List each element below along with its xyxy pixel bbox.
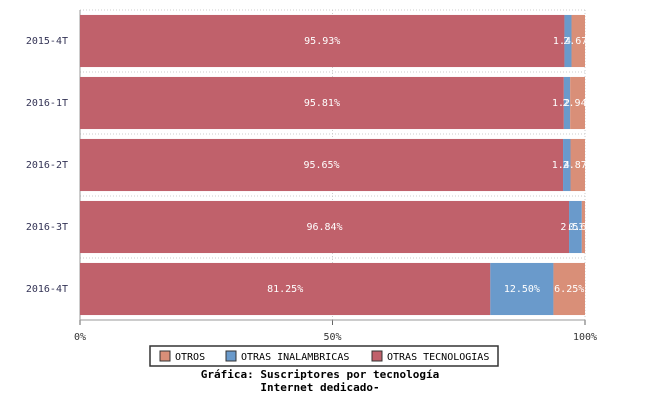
- value-label: 1.25%: [552, 98, 582, 109]
- bar-segment: [80, 138, 564, 192]
- value-label: 96.84%: [306, 222, 342, 233]
- bar-segment: [563, 76, 571, 130]
- legend-box: [149, 345, 499, 367]
- value-label: 81.25%: [267, 284, 303, 295]
- value-label: 2.87%: [563, 160, 593, 171]
- y-tick-label: 2015-4T: [26, 36, 68, 47]
- y-tick-label: 2016-1T: [26, 98, 68, 109]
- value-label: 95.81%: [304, 98, 340, 109]
- value-label: 0.63%: [568, 222, 598, 233]
- bar-segment: [80, 14, 565, 68]
- bar-segment: [569, 200, 582, 254]
- legend-swatch: [225, 350, 237, 362]
- chart-title: Gráfica: Suscriptores por tecnología: [201, 368, 439, 381]
- bar-segment: [563, 138, 571, 192]
- x-tick-label: 100%: [573, 332, 597, 343]
- bar-segment: [80, 262, 491, 316]
- bar-segment: [80, 76, 564, 130]
- legend-label: OTRAS TECNOLOGIAS: [387, 352, 489, 363]
- chart-subtitle: Internet dedicado-: [260, 381, 379, 394]
- bar-segment: [564, 14, 572, 68]
- value-label: 95.65%: [303, 160, 339, 171]
- y-tick-label: 2016-4T: [26, 284, 68, 295]
- value-label: 2.53%: [560, 222, 590, 233]
- legend-swatch: [159, 350, 171, 362]
- value-label: 95.93%: [304, 36, 340, 47]
- value-label: 12.50%: [504, 284, 540, 295]
- value-label: 6.25%: [554, 284, 584, 295]
- legend-label: OTROS: [175, 352, 205, 363]
- bar-segment: [490, 262, 554, 316]
- y-tick-label: 2016-2T: [26, 160, 68, 171]
- value-label: 1.40%: [553, 36, 583, 47]
- bar-segment: [570, 76, 585, 130]
- y-tick-label: 2016-3T: [26, 222, 68, 233]
- bar-segment: [80, 200, 570, 254]
- value-label: 2.94%: [563, 98, 593, 109]
- bar-segment: [571, 14, 585, 68]
- value-label: 2.67%: [563, 36, 593, 47]
- bar-segment: [570, 138, 585, 192]
- legend-swatch: [371, 350, 383, 362]
- x-tick-label: 0%: [74, 332, 86, 343]
- value-label: 1.48%: [552, 160, 582, 171]
- x-tick-label: 50%: [323, 332, 341, 343]
- bar-segment: [581, 200, 585, 254]
- bar-segment: [553, 262, 585, 316]
- legend-label: OTRAS INALAMBRICAS: [241, 352, 349, 363]
